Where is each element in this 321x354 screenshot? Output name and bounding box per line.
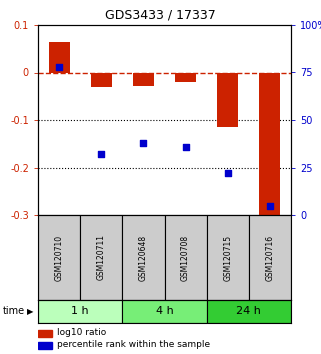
Text: GSM120710: GSM120710 [55,234,64,281]
Bar [207,300,291,323]
Bar [122,215,164,300]
Bar [38,215,80,300]
Text: 4 h: 4 h [156,307,173,316]
Bar [164,215,207,300]
Text: ▶: ▶ [27,307,34,316]
Point [56,64,62,70]
Text: 24 h: 24 h [236,307,261,316]
Text: percentile rank within the sample: percentile rank within the sample [57,340,210,349]
Text: GSM120648: GSM120648 [139,234,148,281]
Text: GSM120716: GSM120716 [265,234,274,281]
Bar [38,330,52,337]
Bar [38,342,52,349]
Point [225,170,230,176]
Bar [48,42,70,73]
Text: GSM120715: GSM120715 [223,234,232,281]
Bar [80,215,122,300]
Text: 1 h: 1 h [71,307,89,316]
Text: GDS3433 / 17337: GDS3433 / 17337 [105,8,216,21]
Bar [91,73,112,87]
Bar [122,300,207,323]
Text: GSM120711: GSM120711 [97,234,106,280]
Point [141,140,146,145]
Bar [259,73,281,215]
Text: GSM120708: GSM120708 [181,234,190,281]
Point [183,144,188,149]
Point [99,152,104,157]
Bar [133,73,154,86]
Bar [249,215,291,300]
Bar [175,73,196,82]
Text: log10 ratio: log10 ratio [57,328,106,337]
Point [267,203,273,209]
Bar [207,215,249,300]
Bar [38,300,122,323]
Text: time: time [3,307,25,316]
Bar [217,73,238,127]
